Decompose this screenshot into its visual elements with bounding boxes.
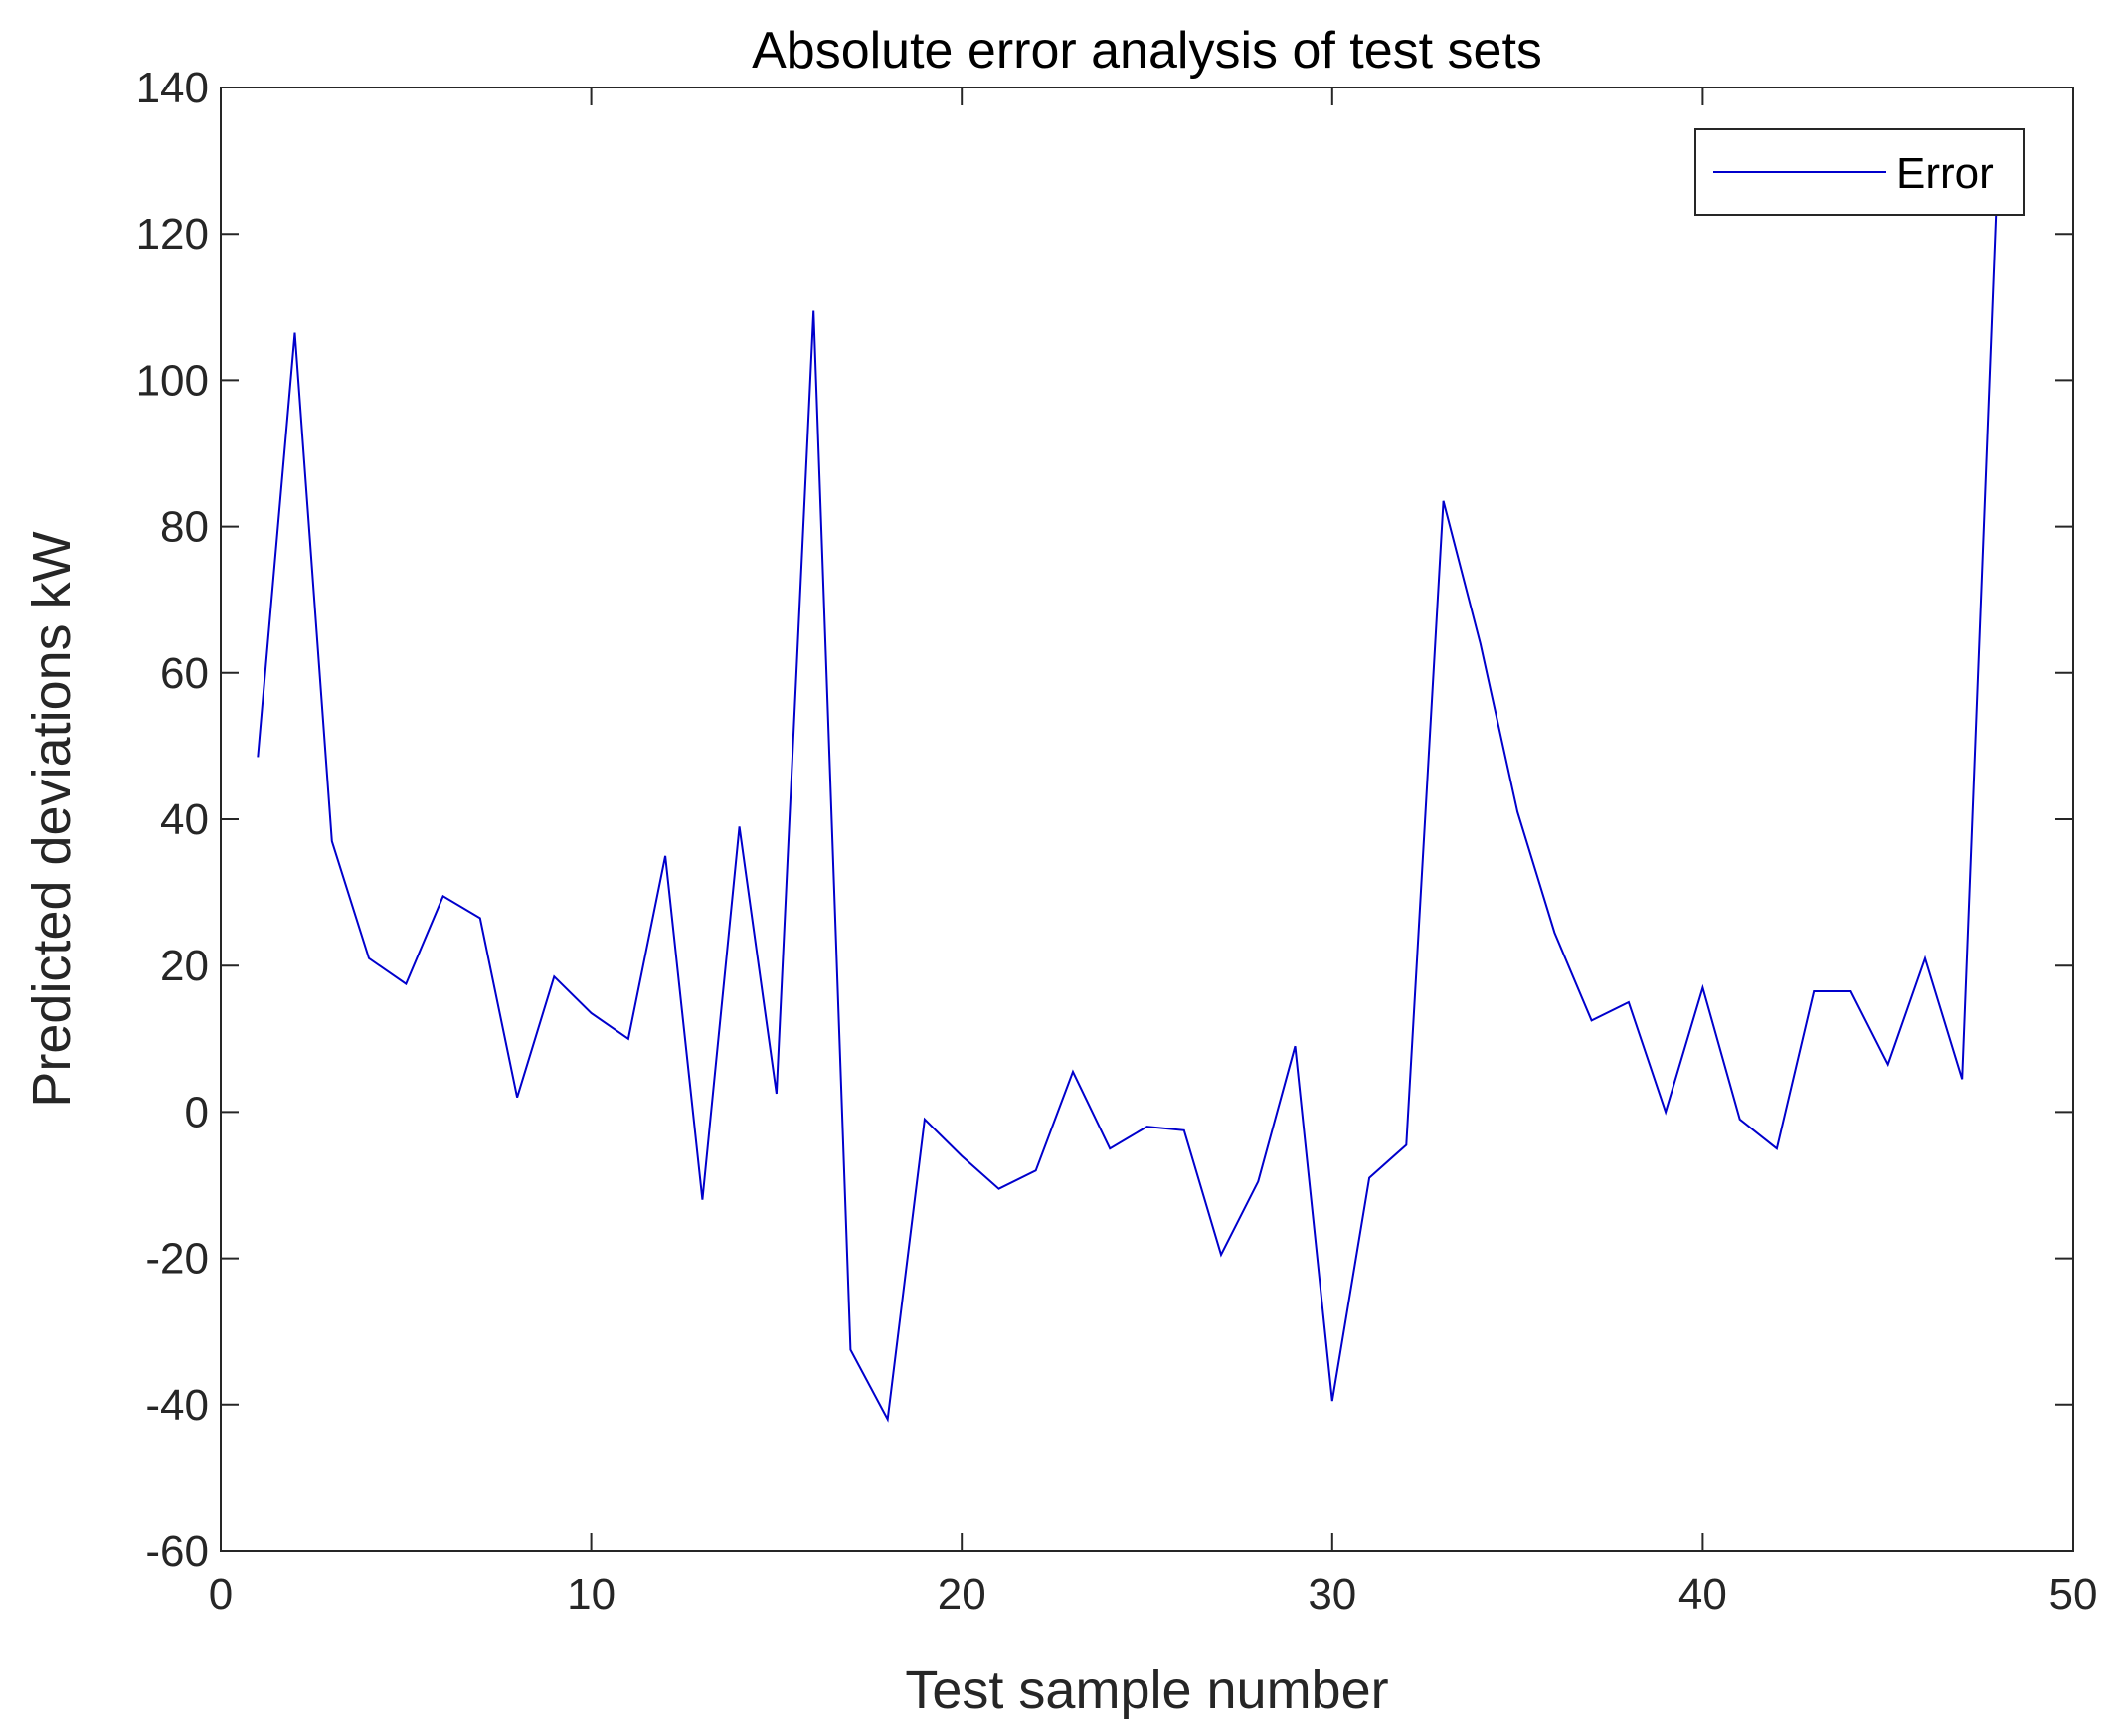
legend-label-error: Error xyxy=(1896,149,1994,198)
x-tick-label: 40 xyxy=(1678,1570,1727,1619)
y-tick-label: 20 xyxy=(160,942,209,990)
plot-frame xyxy=(220,87,2074,1552)
x-tick-label: 20 xyxy=(938,1570,986,1619)
x-tick-label: 50 xyxy=(2049,1570,2098,1619)
y-tick-label: 80 xyxy=(160,503,209,552)
y-tick-label: 100 xyxy=(136,356,209,405)
y-tick-label: -20 xyxy=(145,1235,209,1284)
y-tick-label: 60 xyxy=(160,649,209,698)
y-axis-title: Predicted deviations kW xyxy=(22,531,82,1107)
y-tick-label: 120 xyxy=(136,210,209,259)
x-axis-title: Test sample number xyxy=(905,1660,1388,1720)
y-tick-label: 140 xyxy=(136,64,209,112)
series-line-error xyxy=(257,131,2001,1423)
legend: Error xyxy=(1694,128,2025,216)
plot-area xyxy=(221,87,2073,1551)
y-tick-label: -60 xyxy=(145,1527,209,1576)
y-tick-label: -40 xyxy=(145,1381,209,1430)
x-tick-label: 0 xyxy=(209,1570,233,1619)
series-layer xyxy=(257,131,2001,1423)
tick-labels-layer: 0 10 20 30 40 50 -60 -40 -20 0 20 40 60 80 100 120 140 xyxy=(136,64,2098,1619)
y-tick-label: 40 xyxy=(160,795,209,844)
chart-title: Absolute error analysis of test sets xyxy=(752,22,1542,80)
x-tick-label: 30 xyxy=(1308,1570,1356,1619)
x-tick-label: 10 xyxy=(567,1570,616,1619)
y-tick-label: 0 xyxy=(185,1088,209,1136)
